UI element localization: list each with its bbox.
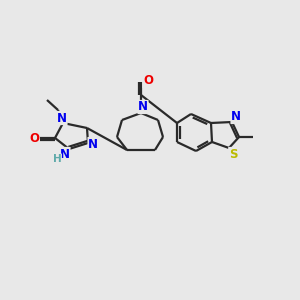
Text: O: O bbox=[29, 131, 39, 145]
Text: O: O bbox=[143, 74, 153, 88]
Text: N: N bbox=[60, 148, 70, 160]
Text: H: H bbox=[52, 154, 62, 164]
Text: N: N bbox=[57, 112, 67, 124]
Text: S: S bbox=[229, 148, 237, 160]
Text: N: N bbox=[138, 100, 148, 113]
Text: N: N bbox=[88, 137, 98, 151]
Text: N: N bbox=[231, 110, 241, 124]
